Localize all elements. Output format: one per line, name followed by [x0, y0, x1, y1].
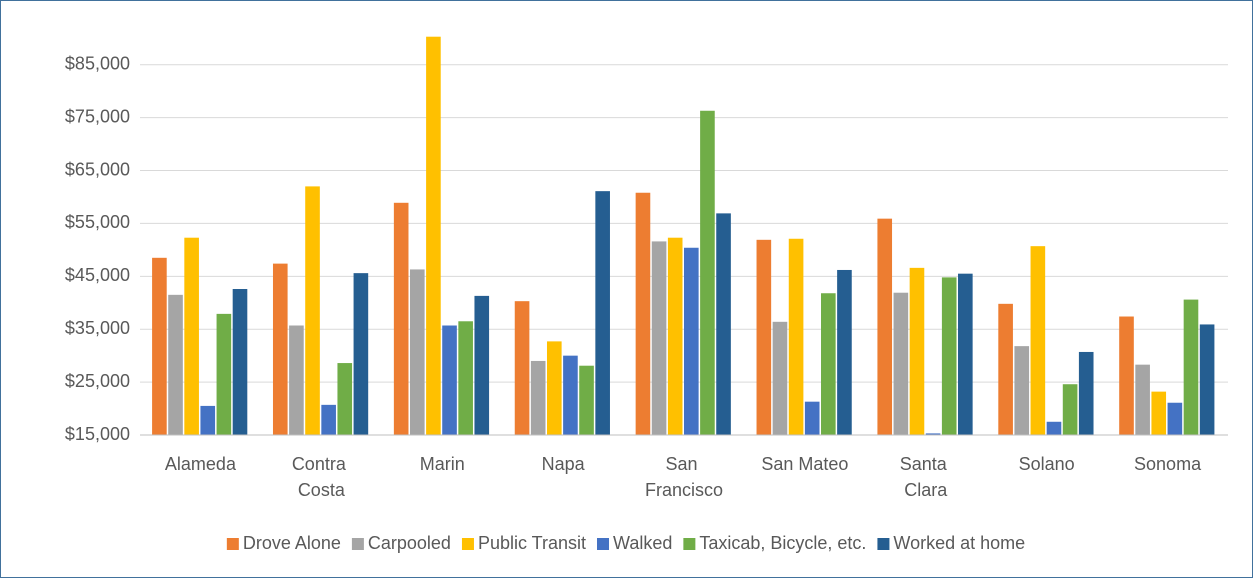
bar	[837, 269, 852, 435]
x-tick-label: Sonoma	[1134, 454, 1202, 474]
y-tick-label: $25,000	[65, 371, 130, 391]
y-tick-label: $15,000	[65, 424, 130, 444]
bar	[909, 267, 925, 435]
legend-swatch	[226, 538, 239, 550]
bar	[514, 301, 530, 435]
bar	[1183, 299, 1199, 435]
bar	[353, 273, 369, 435]
bar	[232, 289, 248, 435]
x-tick-label: Solano	[1019, 454, 1075, 474]
legend-swatch	[877, 538, 890, 550]
bar	[321, 404, 336, 435]
legend-label: Public Transit	[478, 533, 586, 553]
bar	[530, 360, 546, 435]
y-tick-label: $75,000	[65, 106, 130, 126]
y-tick-label: $45,000	[65, 265, 130, 285]
legend-label: Worked at home	[893, 533, 1025, 553]
bar	[393, 202, 409, 435]
bar	[804, 401, 820, 435]
bar	[1135, 364, 1150, 435]
bar	[998, 303, 1013, 435]
bar	[152, 257, 167, 435]
x-tick-label: San Mateo	[761, 454, 848, 474]
y-tick-label: $35,000	[65, 318, 130, 338]
bar	[546, 341, 562, 435]
bar	[1151, 391, 1167, 435]
y-tick-label: $85,000	[65, 53, 130, 73]
bar	[442, 325, 457, 435]
x-tick-label: Marin	[420, 454, 465, 474]
bar	[941, 277, 957, 435]
bar	[958, 273, 973, 435]
bar	[337, 363, 353, 435]
bar	[1078, 351, 1094, 435]
y-tick-label: $55,000	[65, 212, 130, 232]
bar	[1199, 324, 1215, 435]
legend-swatch	[461, 538, 474, 550]
x-tick-label: Alameda	[165, 454, 237, 474]
x-tick-label: Contra Costa	[292, 454, 351, 500]
bar	[184, 237, 199, 435]
bar	[200, 405, 216, 435]
bar	[409, 269, 425, 435]
bar	[305, 186, 320, 435]
x-tick-label: Napa	[542, 454, 586, 474]
bar	[458, 321, 473, 435]
bar	[877, 218, 893, 435]
bar	[788, 238, 804, 435]
bar	[756, 239, 772, 435]
bar	[216, 313, 232, 435]
legend-swatch	[351, 538, 364, 550]
bar	[595, 191, 610, 435]
bar	[426, 36, 441, 435]
legend-label: Taxicab, Bicycle, etc.	[699, 533, 866, 553]
bar	[925, 433, 941, 435]
bar	[1046, 421, 1062, 435]
bar	[289, 325, 304, 435]
x-tick-label: San Francisco	[645, 454, 723, 500]
bar	[700, 110, 715, 436]
bar	[667, 237, 683, 435]
bar	[272, 263, 288, 435]
bar	[474, 295, 490, 435]
bar	[684, 247, 699, 435]
legend-swatch	[683, 538, 696, 550]
bar	[716, 213, 731, 435]
bar	[1030, 246, 1046, 435]
y-tick-label: $65,000	[65, 159, 130, 179]
bar	[1119, 316, 1134, 435]
bar	[651, 241, 667, 435]
bar	[635, 192, 651, 435]
bar	[1167, 402, 1183, 435]
bar	[1062, 384, 1078, 435]
bar	[893, 292, 909, 435]
x-tick-label: Santa Clara	[900, 454, 952, 500]
legend-label: Walked	[613, 533, 672, 553]
legend-swatch	[597, 538, 610, 550]
legend-label: Drove Alone	[243, 533, 341, 553]
bar	[821, 293, 836, 435]
bar	[1014, 346, 1030, 435]
bar	[168, 294, 183, 435]
bar	[772, 321, 788, 435]
legend-label: Carpooled	[368, 533, 451, 553]
bar	[579, 365, 594, 435]
bar	[563, 355, 578, 435]
